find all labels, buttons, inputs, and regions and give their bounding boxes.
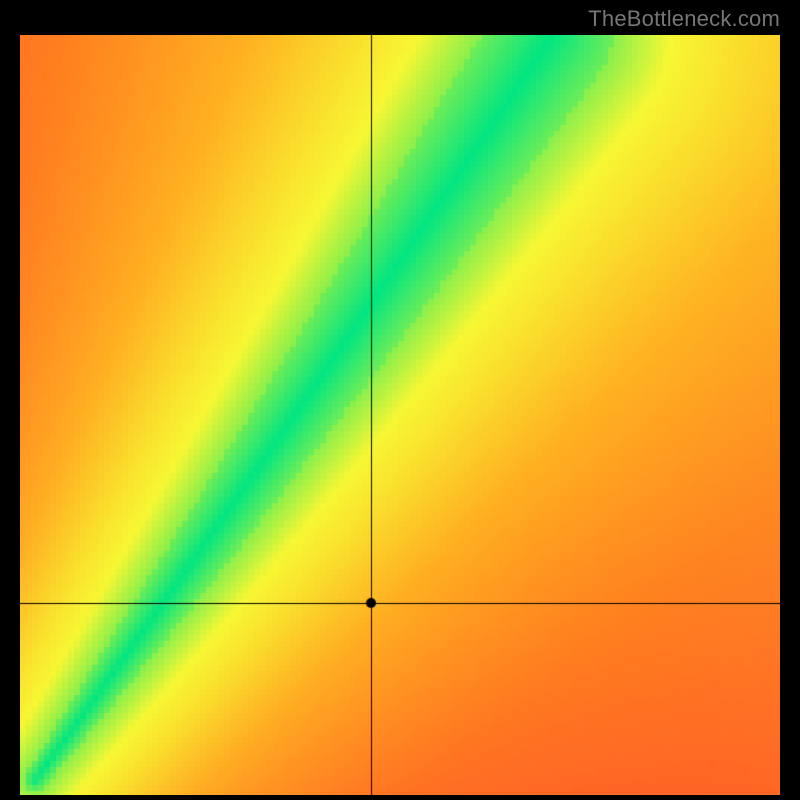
chart-container: TheBottleneck.com: [0, 0, 800, 800]
bottleneck-heatmap: [20, 35, 780, 795]
watermark-label: TheBottleneck.com: [588, 6, 780, 32]
